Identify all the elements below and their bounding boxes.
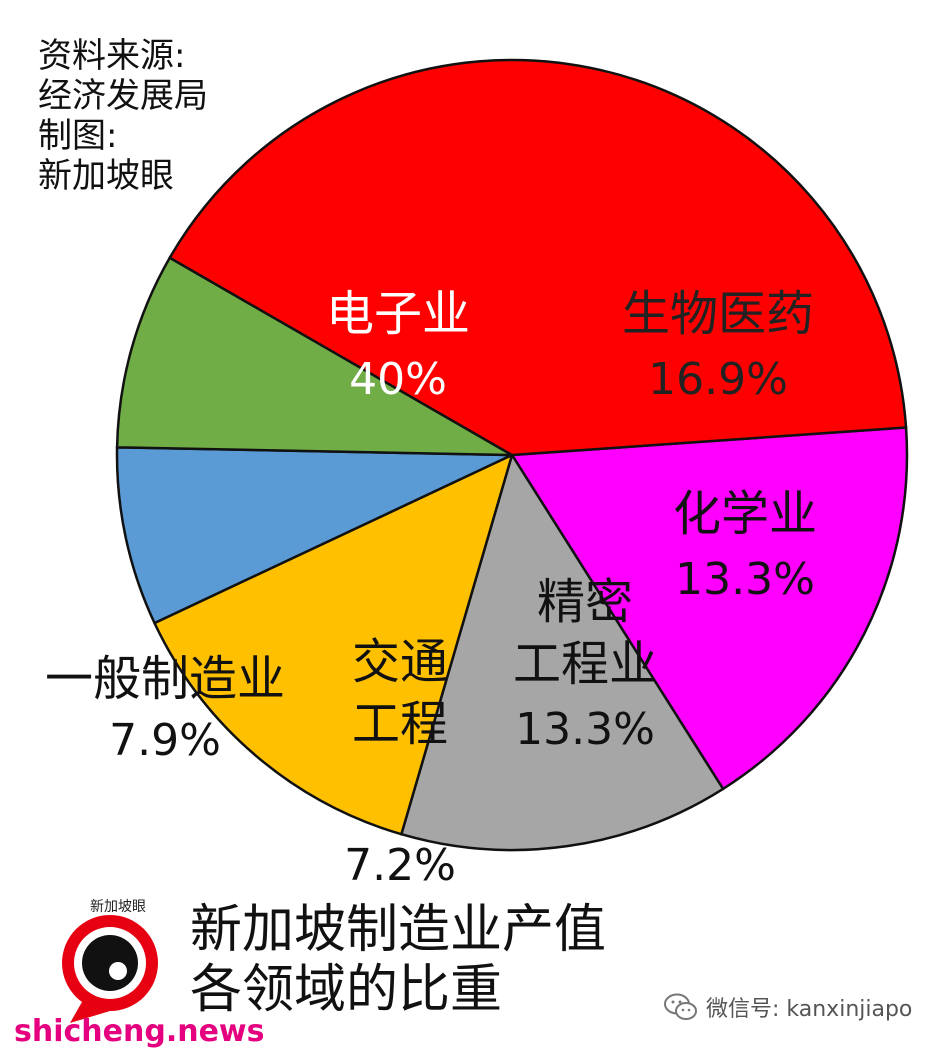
slice-name-text: 工程业: [513, 636, 657, 692]
pie-slice-4: [115, 446, 513, 625]
source-line: 经济发展局: [38, 76, 208, 116]
slice-value-text: 13.3%: [515, 704, 655, 755]
slice-name-text: 交通: [352, 634, 448, 690]
slice-name-text: 工程: [352, 696, 448, 752]
slice-name-text: 生物医药: [622, 286, 814, 342]
slice-label-1: 生物医药 16.9%: [622, 286, 814, 405]
slice-value-text: 7.9%: [109, 715, 221, 766]
slice-value-text: 16.9%: [648, 354, 788, 405]
wechat-text: 微信号: kanxinjiapo: [706, 997, 913, 1022]
pie-slice-5: [115, 256, 513, 457]
pie-slice-6: [168, 58, 908, 457]
site-watermark: shicheng.news: [14, 1014, 265, 1049]
title-line: 新加坡制造业产值: [190, 900, 607, 960]
slice-name-text: 一般制造业: [45, 651, 285, 707]
slice-value-text: 7.2%: [344, 840, 456, 891]
pie-slice-2: [399, 451, 725, 852]
slice-label-5: 一般制造业 7.9%: [45, 651, 285, 766]
eye-logo-icon: [62, 915, 158, 1023]
data-source-note: 资料来源: 经济发展局 制图: 新加坡眼: [38, 36, 208, 196]
slice-name-text: 电子业: [326, 286, 470, 342]
slice-value-text: 13.3%: [675, 554, 815, 605]
slice-value-text: 40%: [349, 354, 447, 405]
slice-label-2: 化学业 13.3%: [673, 486, 817, 605]
wechat-id: 微信号: kanxinjiapo: [664, 990, 912, 1024]
source-line: 新加坡眼: [38, 156, 174, 196]
slice-name-text: 精密: [537, 574, 633, 630]
pie-slice-3: [152, 452, 514, 836]
chart-title: 新加坡制造业产值 各领域的比重: [190, 900, 606, 1020]
wechat-icon: [664, 993, 697, 1020]
title-line: 各领域的比重: [190, 960, 503, 1020]
pie-slice-1: [509, 426, 909, 791]
source-line: 制图:: [38, 116, 118, 156]
source-line: 资料来源:: [38, 36, 186, 76]
slice-label-6: 电子业 40%: [326, 286, 470, 405]
logo-text: 新加坡眼: [90, 899, 146, 915]
slice-name-text: 化学业: [673, 486, 817, 542]
